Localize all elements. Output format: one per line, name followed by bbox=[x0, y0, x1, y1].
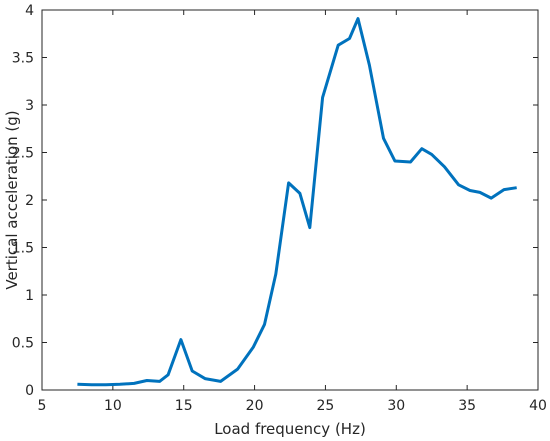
series-layer bbox=[77, 17, 517, 387]
y-axis-title: Vertical acceleration (g) bbox=[3, 110, 21, 289]
x-tick-label: 5 bbox=[38, 398, 47, 414]
x-tick-label: 20 bbox=[246, 398, 264, 414]
y-tick-label: 1 bbox=[25, 288, 34, 304]
ticks-layer bbox=[41, 9, 539, 391]
y-tick-label: 2.5 bbox=[12, 146, 34, 162]
plot-area bbox=[41, 9, 539, 391]
y-tick-label: 3.5 bbox=[12, 51, 34, 67]
series-line bbox=[77, 17, 517, 387]
y-tick-label: 0.5 bbox=[12, 336, 34, 352]
y-tick-label: 0 bbox=[25, 383, 34, 399]
x-tick-label: 30 bbox=[387, 398, 405, 414]
x-tick-label: 15 bbox=[175, 398, 193, 414]
y-tick-label: 4 bbox=[25, 3, 34, 19]
tick-labels-layer: 5 10 15 20 25 30 35 40 0 0.5 1 1.5 2 2.5 3 3.5 4 bbox=[12, 3, 547, 414]
x-tick-label: 10 bbox=[104, 398, 122, 414]
y-tick-label: 3 bbox=[25, 98, 34, 114]
plot-frame bbox=[41, 9, 539, 391]
y-tick-label: 2 bbox=[25, 193, 34, 209]
y-tick-label: 1.5 bbox=[12, 241, 34, 257]
x-tick-label: 35 bbox=[458, 398, 476, 414]
x-tick-label: 40 bbox=[529, 398, 547, 414]
x-axis-title: Load frequency (Hz) bbox=[214, 420, 366, 438]
x-tick-label: 25 bbox=[317, 398, 335, 414]
